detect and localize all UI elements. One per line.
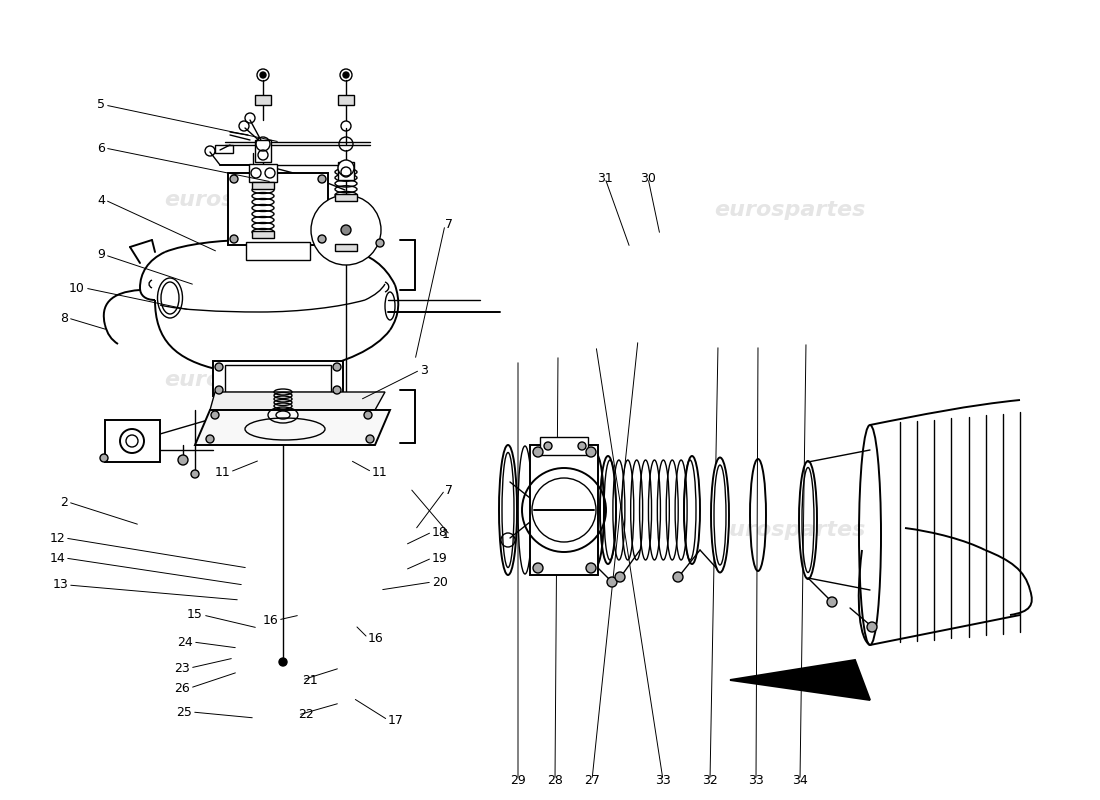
Text: 33: 33 <box>748 774 763 786</box>
Circle shape <box>338 160 354 176</box>
Text: 26: 26 <box>174 682 190 694</box>
Text: eurospartes: eurospartes <box>714 200 866 220</box>
Bar <box>338 162 354 180</box>
Bar <box>214 145 233 153</box>
Circle shape <box>318 175 326 183</box>
Circle shape <box>230 235 238 243</box>
Circle shape <box>341 225 351 235</box>
Circle shape <box>615 572 625 582</box>
Circle shape <box>544 442 552 450</box>
Circle shape <box>366 435 374 443</box>
Circle shape <box>578 442 586 450</box>
Circle shape <box>376 239 384 247</box>
Bar <box>336 244 358 251</box>
Circle shape <box>178 455 188 465</box>
Text: 1: 1 <box>442 529 450 542</box>
Circle shape <box>214 386 223 394</box>
Text: 8: 8 <box>60 311 68 325</box>
Bar <box>252 231 274 238</box>
Circle shape <box>534 447 543 457</box>
Text: 18: 18 <box>432 526 448 538</box>
Bar <box>228 173 328 245</box>
Text: 12: 12 <box>50 531 65 545</box>
Circle shape <box>230 175 238 183</box>
Text: 10: 10 <box>69 282 85 294</box>
Circle shape <box>343 72 349 78</box>
Text: 15: 15 <box>187 609 204 622</box>
Text: 23: 23 <box>174 662 190 674</box>
Circle shape <box>364 411 372 419</box>
Text: 9: 9 <box>97 249 104 262</box>
Text: 24: 24 <box>177 635 192 649</box>
Text: eurospartes: eurospartes <box>164 370 316 390</box>
Text: 16: 16 <box>262 614 278 626</box>
Text: 11: 11 <box>214 466 230 478</box>
Text: 29: 29 <box>510 774 526 786</box>
Bar <box>249 164 277 182</box>
Text: 32: 32 <box>702 774 718 786</box>
Bar <box>246 242 310 260</box>
Text: 17: 17 <box>388 714 404 726</box>
Text: 19: 19 <box>432 551 448 565</box>
Polygon shape <box>195 410 390 445</box>
Text: 22: 22 <box>298 709 314 722</box>
Bar <box>252 182 274 189</box>
Circle shape <box>607 577 617 587</box>
Text: 13: 13 <box>53 578 68 591</box>
Circle shape <box>191 470 199 478</box>
Text: 7: 7 <box>446 218 453 231</box>
Circle shape <box>318 235 326 243</box>
Circle shape <box>333 363 341 371</box>
Text: 33: 33 <box>656 774 671 786</box>
Circle shape <box>673 572 683 582</box>
Bar <box>540 437 589 455</box>
Bar <box>336 194 358 201</box>
Text: 7: 7 <box>446 483 453 497</box>
Circle shape <box>867 622 877 632</box>
Circle shape <box>214 363 223 371</box>
Circle shape <box>827 597 837 607</box>
Text: 6: 6 <box>97 142 104 154</box>
Circle shape <box>586 447 596 457</box>
Text: 27: 27 <box>584 774 600 786</box>
Circle shape <box>279 658 287 666</box>
Bar <box>530 445 598 575</box>
Text: 4: 4 <box>97 194 104 206</box>
Text: eurospartes: eurospartes <box>164 190 316 210</box>
Bar <box>226 365 331 392</box>
Text: 21: 21 <box>302 674 318 686</box>
Circle shape <box>311 195 381 265</box>
Circle shape <box>586 563 596 573</box>
Text: 25: 25 <box>176 706 192 718</box>
Text: 30: 30 <box>640 171 656 185</box>
Text: 31: 31 <box>597 171 613 185</box>
Polygon shape <box>730 660 870 700</box>
Circle shape <box>100 454 108 462</box>
Text: 2: 2 <box>60 495 68 509</box>
Circle shape <box>206 435 214 443</box>
Circle shape <box>211 411 219 419</box>
Text: 14: 14 <box>50 551 65 565</box>
Polygon shape <box>210 392 385 410</box>
Bar <box>255 95 271 105</box>
Text: 5: 5 <box>97 98 104 111</box>
Circle shape <box>333 386 341 394</box>
Bar <box>104 420 160 462</box>
Text: 11: 11 <box>372 466 387 478</box>
Bar <box>213 361 343 396</box>
Ellipse shape <box>711 458 729 573</box>
Text: 34: 34 <box>792 774 807 786</box>
Bar <box>255 140 271 162</box>
Text: 28: 28 <box>547 774 563 786</box>
Circle shape <box>534 563 543 573</box>
Text: 16: 16 <box>368 631 384 645</box>
Circle shape <box>260 72 266 78</box>
Text: 3: 3 <box>420 363 428 377</box>
Text: eurospartes: eurospartes <box>714 520 866 540</box>
Bar <box>338 95 354 105</box>
Text: 20: 20 <box>432 575 448 589</box>
